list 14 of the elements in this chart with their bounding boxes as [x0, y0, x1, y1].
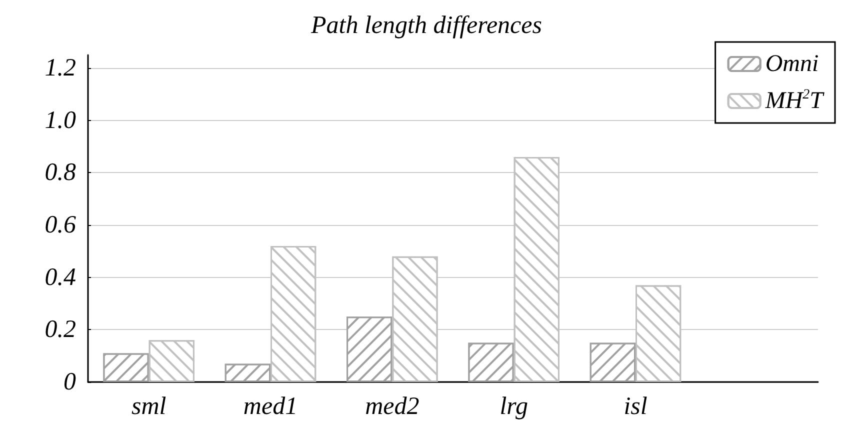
- y-tick-label: 0.6: [44, 212, 76, 239]
- x-tick-label: sml: [131, 393, 166, 420]
- y-tick-label: 1.0: [44, 106, 76, 134]
- y-tick-label: 0: [64, 368, 76, 396]
- y-tick-label: 0.4: [44, 264, 76, 291]
- x-tick-label: isl: [624, 393, 648, 420]
- x-tick-label: med2: [365, 393, 420, 420]
- y-tick-label: 1.2: [44, 54, 76, 82]
- x-tick-label: lrg: [500, 393, 528, 420]
- x-tick-label: med1: [243, 393, 298, 420]
- y-tick-label: 0.8: [44, 159, 76, 186]
- legend-label: Omni: [765, 51, 819, 77]
- y-tick-label: 0.2: [44, 316, 76, 344]
- chart-title: Path length differences: [310, 12, 542, 39]
